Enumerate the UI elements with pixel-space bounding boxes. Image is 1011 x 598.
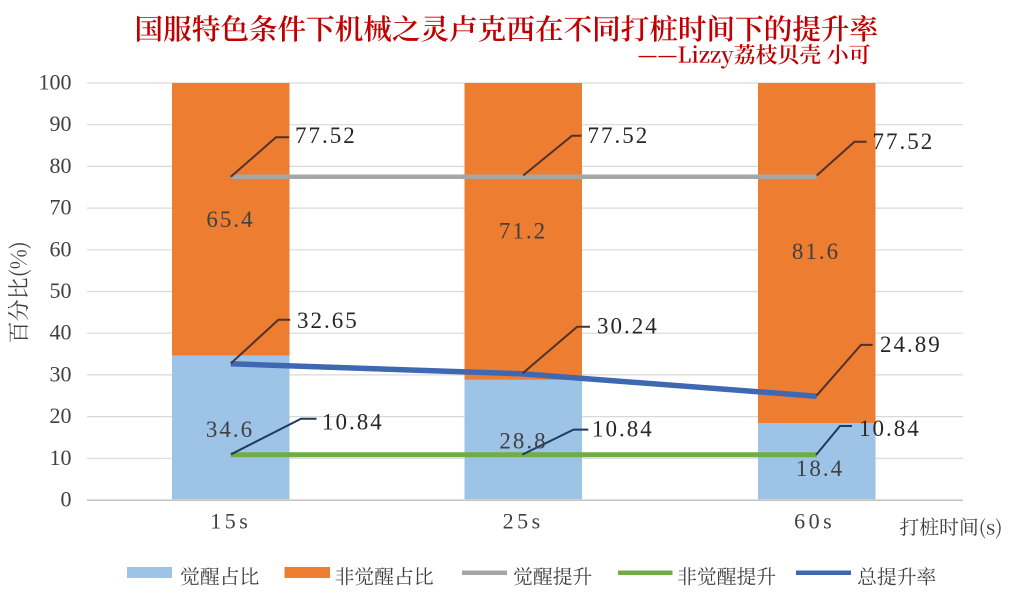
svg-text:60: 60 [50, 236, 72, 261]
svg-text:77.52: 77.52 [873, 129, 935, 154]
svg-text:77.52: 77.52 [588, 123, 650, 148]
svg-text:80: 80 [50, 153, 72, 178]
svg-text:24.89: 24.89 [880, 332, 942, 357]
svg-text:90: 90 [50, 111, 72, 136]
svg-text:40: 40 [50, 320, 72, 345]
svg-text:71.2: 71.2 [499, 219, 547, 244]
svg-text:100: 100 [39, 70, 72, 95]
svg-text:25s: 25s [503, 509, 544, 534]
svg-text:30: 30 [50, 361, 72, 386]
svg-text:60s: 60s [794, 509, 835, 534]
svg-text:32.65: 32.65 [297, 308, 359, 333]
svg-text:30.24: 30.24 [597, 314, 659, 339]
svg-text:18.4: 18.4 [796, 456, 844, 481]
svg-text:10.84: 10.84 [592, 417, 654, 442]
svg-text:10.84: 10.84 [859, 416, 921, 441]
svg-text:10: 10 [50, 445, 72, 470]
svg-text:15s: 15s [210, 509, 251, 534]
svg-text:65.4: 65.4 [206, 207, 254, 232]
svg-text:34.6: 34.6 [206, 417, 254, 442]
svg-text:10.84: 10.84 [322, 410, 384, 435]
svg-text:20: 20 [50, 403, 72, 428]
svg-text:50: 50 [50, 278, 72, 303]
svg-text:28.8: 28.8 [499, 429, 547, 454]
svg-text:0: 0 [61, 487, 72, 512]
svg-text:70: 70 [50, 195, 72, 220]
svg-text:77.52: 77.52 [295, 123, 357, 148]
svg-text:81.6: 81.6 [792, 239, 840, 264]
